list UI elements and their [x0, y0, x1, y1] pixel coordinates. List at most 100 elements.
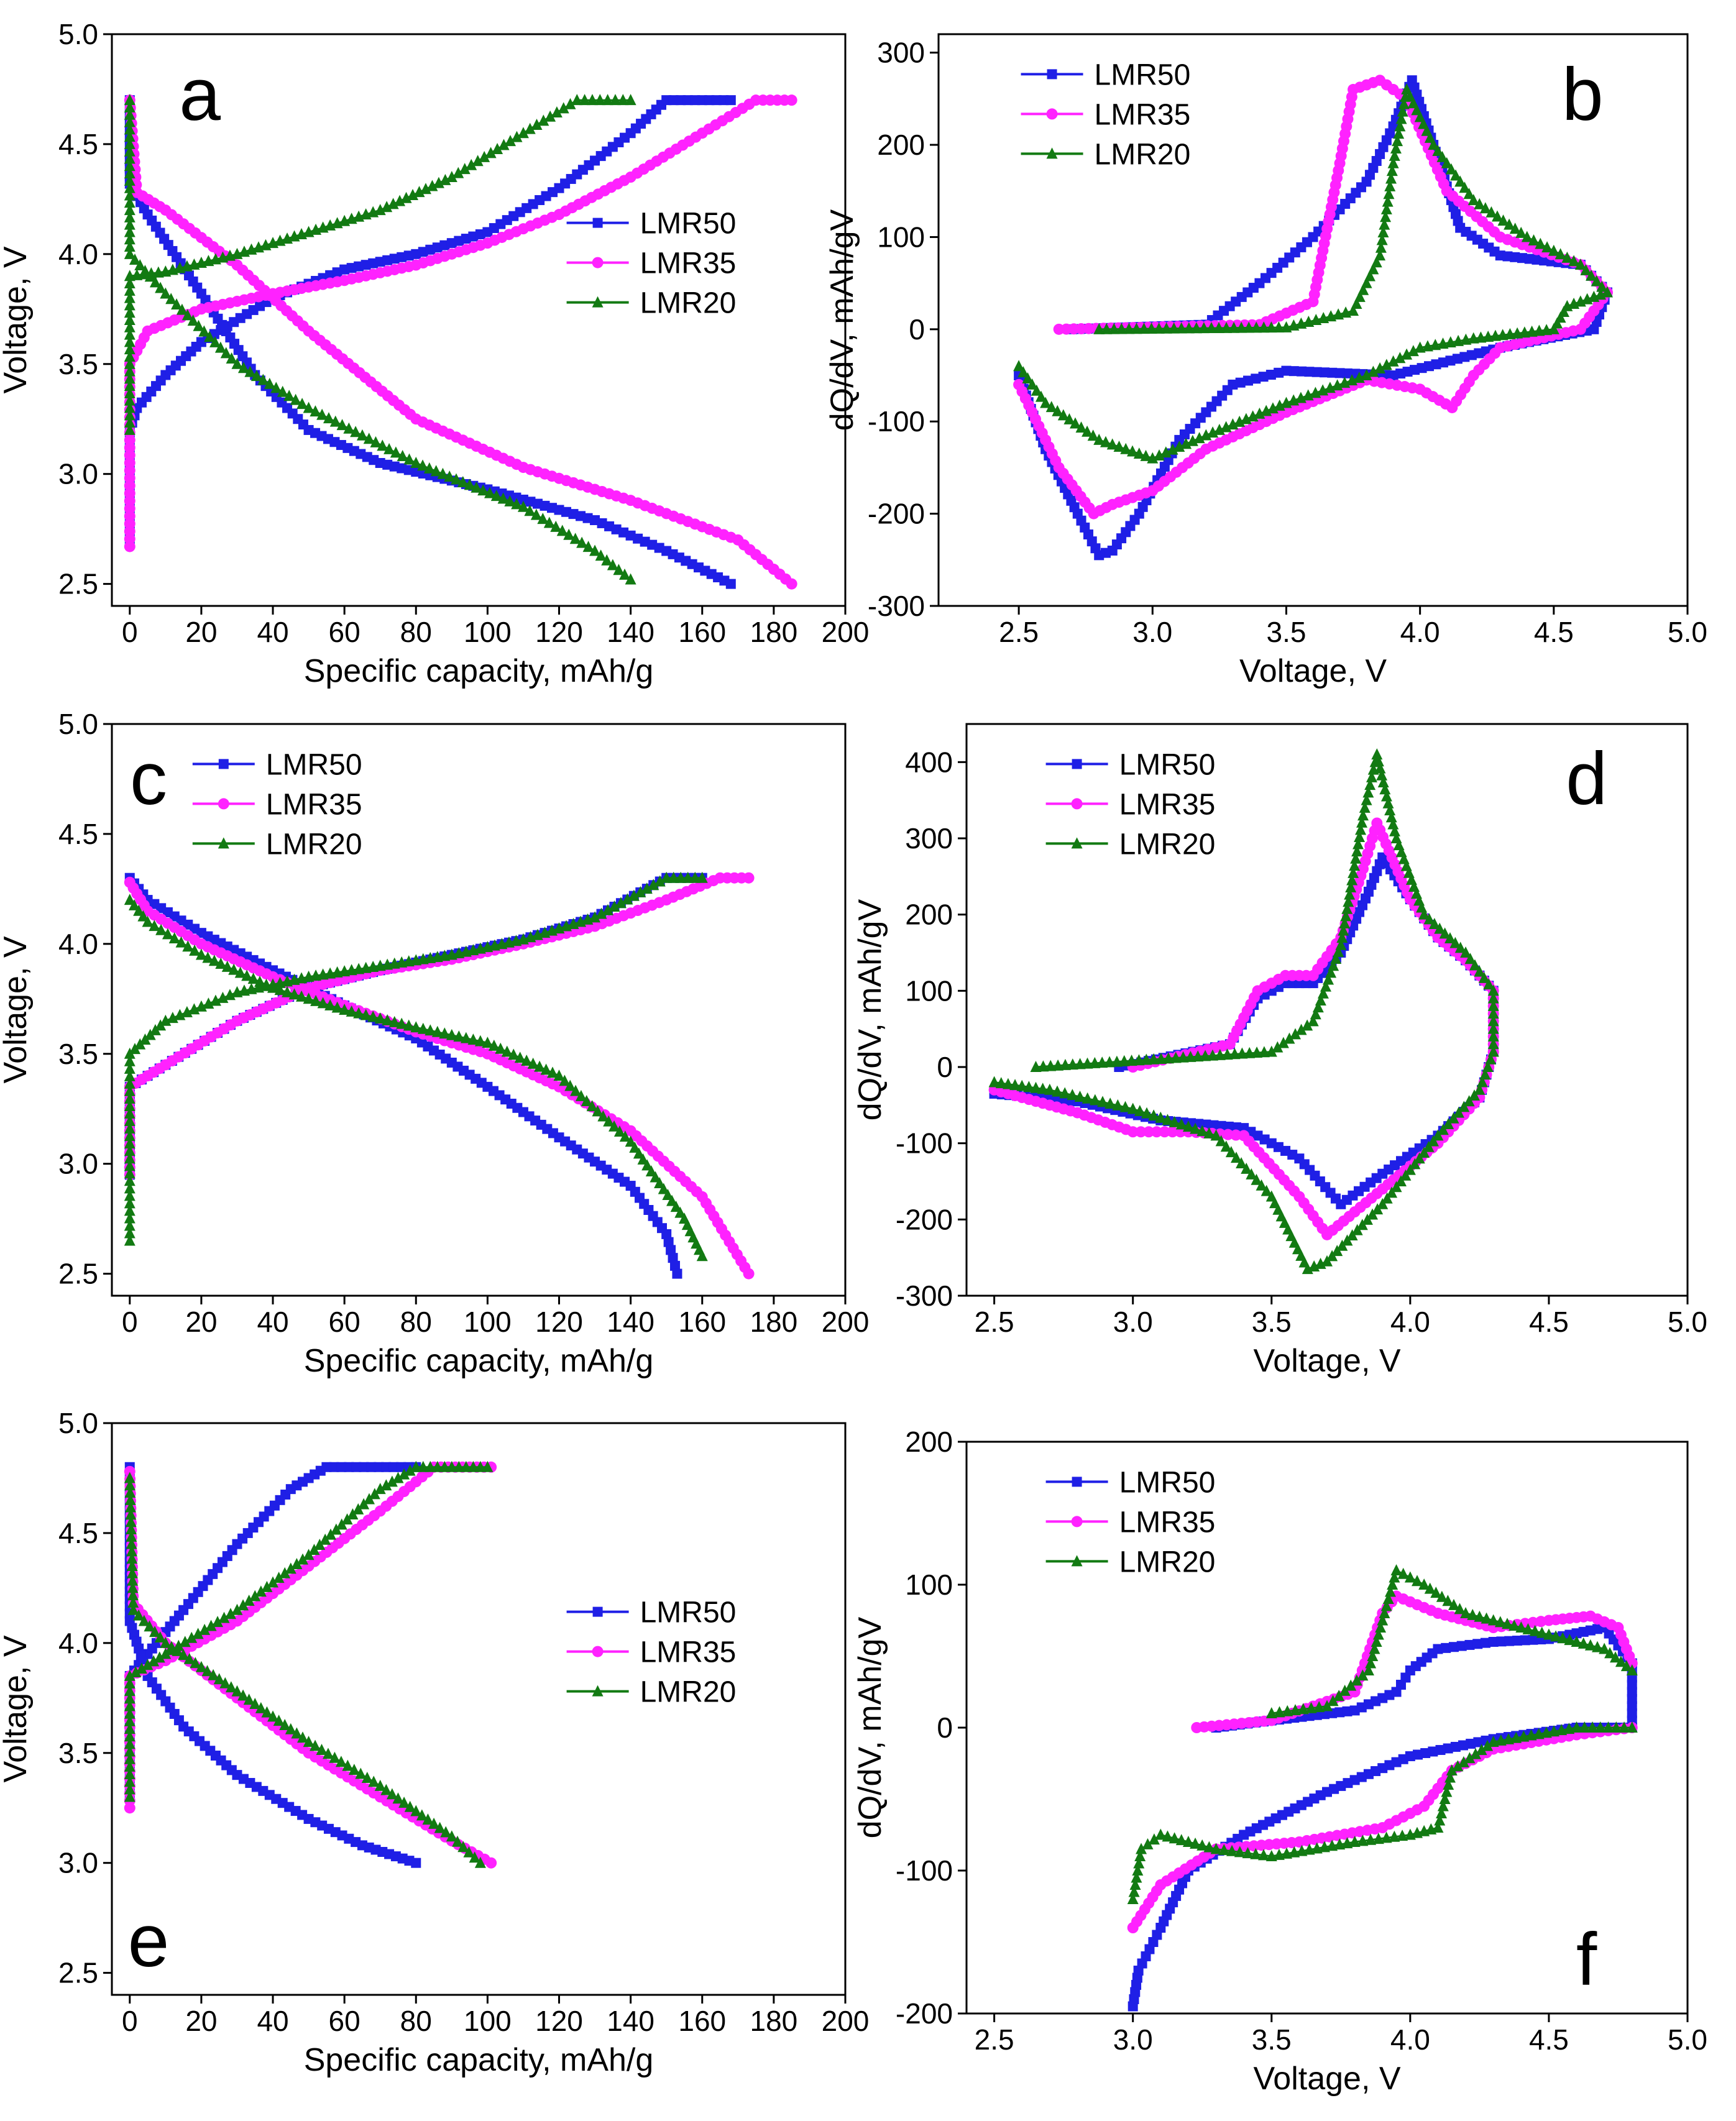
data-point — [537, 513, 549, 525]
data-point — [195, 948, 207, 960]
data-point — [625, 94, 636, 106]
data-point — [1389, 1571, 1400, 1583]
data-point — [205, 1619, 217, 1631]
data-point — [1116, 323, 1127, 334]
data-point — [463, 1846, 475, 1858]
data-point — [1290, 1704, 1302, 1716]
data-point — [124, 350, 135, 362]
data-point — [124, 357, 135, 369]
data-point — [124, 321, 135, 332]
data-point — [1290, 1028, 1302, 1040]
data-point — [183, 1652, 195, 1664]
x-tick-label: 4.5 — [1529, 1306, 1569, 1338]
data-point — [1265, 1707, 1277, 1718]
data-point — [1497, 329, 1509, 341]
data-point — [124, 1752, 135, 1764]
data-point — [662, 1189, 674, 1201]
data-point — [124, 1487, 136, 1498]
data-point — [645, 1165, 657, 1176]
data-point — [488, 1039, 500, 1051]
data-point — [1341, 1837, 1353, 1849]
data-point — [1596, 280, 1608, 292]
data-point — [1436, 150, 1448, 162]
data-point — [1556, 1724, 1568, 1736]
y-tick-label: 5.0 — [58, 1407, 98, 1439]
x-tick-label: 2.5 — [999, 616, 1039, 648]
panel-letter: a — [179, 53, 221, 136]
data-point — [172, 1644, 183, 1656]
data-point — [1398, 98, 1410, 109]
data-point — [1384, 1585, 1396, 1597]
data-point — [466, 158, 477, 170]
data-point — [1509, 222, 1521, 234]
data-point — [1450, 1741, 1461, 1752]
data-point — [127, 1596, 139, 1608]
data-point — [124, 1175, 135, 1186]
data-point — [1487, 1030, 1499, 1042]
data-point — [1330, 953, 1342, 964]
data-point — [625, 1135, 636, 1147]
data-point — [1334, 1838, 1346, 1850]
series-LMR35 — [124, 872, 755, 1280]
x-tick-label: 100 — [464, 616, 512, 648]
data-point — [377, 439, 388, 451]
data-point — [267, 981, 279, 993]
data-point — [1317, 384, 1329, 396]
data-point — [249, 1590, 261, 1601]
data-point — [231, 1603, 243, 1615]
data-point — [1512, 327, 1523, 339]
data-point — [1487, 1022, 1499, 1034]
x-tick-label: 180 — [750, 2005, 798, 2037]
y-tick-label: 300 — [877, 37, 925, 69]
data-point — [124, 1685, 135, 1697]
data-point — [1154, 449, 1165, 460]
y-tick-label: 0 — [937, 1711, 953, 1744]
data-point — [628, 889, 640, 901]
data-point — [1372, 1203, 1384, 1215]
data-point — [124, 137, 135, 149]
data-point — [1379, 783, 1391, 795]
data-point — [1328, 960, 1339, 971]
panel-b: 2.5 3.0 3.5 4.0 4.5 5.0 -300 -200 -100 0 100 200 300… — [824, 33, 1707, 689]
data-point — [582, 541, 594, 552]
data-point — [1362, 786, 1374, 798]
data-point — [1059, 1058, 1071, 1070]
data-point — [467, 1033, 479, 1045]
data-point — [504, 495, 516, 506]
data-point — [1159, 1126, 1170, 1138]
data-point — [124, 1160, 135, 1171]
plot-frame — [111, 33, 847, 607]
legend-label: LMR50 — [266, 748, 362, 781]
data-point — [1142, 1838, 1154, 1849]
x-tick-label: 80 — [400, 616, 432, 648]
data-point — [310, 405, 321, 417]
data-point — [1354, 290, 1366, 302]
data-point — [1372, 1833, 1384, 1844]
data-point — [124, 108, 135, 120]
legend-label: LMR20 — [1119, 1546, 1216, 1578]
data-point — [382, 1014, 393, 1025]
data-point — [1467, 194, 1479, 206]
data-point — [148, 1655, 160, 1667]
data-point — [270, 382, 282, 393]
data-point — [124, 1738, 135, 1749]
legend-marker — [218, 837, 229, 849]
data-point — [589, 544, 601, 556]
data-point — [124, 1472, 135, 1483]
data-point — [1118, 1055, 1130, 1066]
y-tick-label: 100 — [905, 974, 953, 1007]
data-point — [1482, 1739, 1494, 1751]
data-point — [439, 1027, 451, 1039]
data-point — [392, 1792, 404, 1804]
data-point — [1334, 1707, 1345, 1718]
data-point — [303, 1549, 315, 1560]
data-point — [1221, 1048, 1233, 1060]
data-point — [1356, 1219, 1368, 1230]
y-tick-label: -200 — [896, 1997, 953, 2030]
data-point — [396, 1017, 408, 1029]
legend: LMR50 LMR35 LMR20 — [566, 1596, 736, 1709]
data-point — [1345, 1679, 1357, 1691]
data-point — [267, 1576, 279, 1588]
data-point — [495, 1042, 507, 1054]
data-point — [446, 1028, 457, 1040]
